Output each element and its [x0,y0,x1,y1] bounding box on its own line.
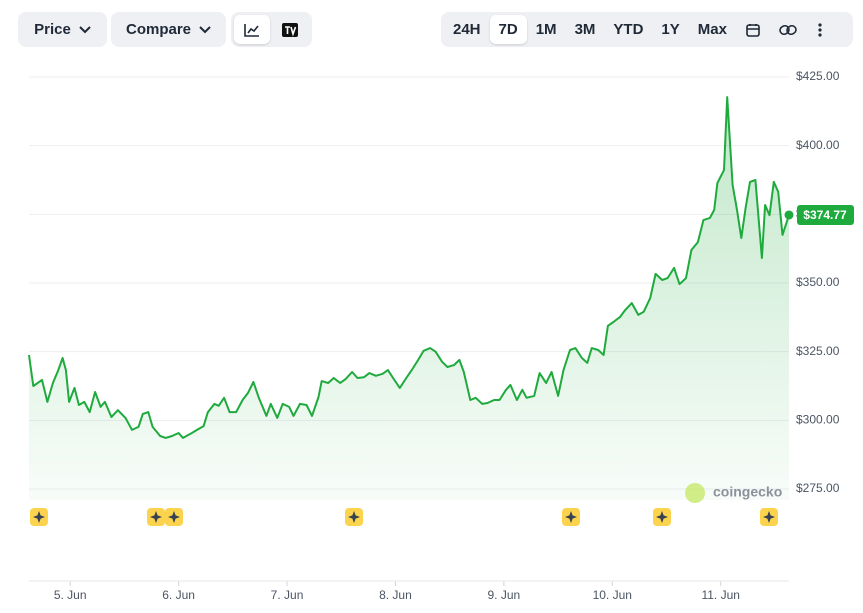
event-marker[interactable] [345,508,363,526]
range-button[interactable]: YTD [613,21,644,38]
range-button[interactable]: 3M [574,21,596,38]
event-marker[interactable] [760,508,778,526]
tradingview-button[interactable] [270,15,309,44]
compare-button-body[interactable]: Compare [114,15,223,44]
link-icon [779,24,797,35]
range-button[interactable]: 24H [453,21,481,38]
more-button[interactable] [806,15,834,44]
event-marker[interactable] [30,508,48,526]
calendar-button[interactable] [736,15,770,44]
chart-style-group [231,12,312,47]
x-tick-label: 5. Jun [54,588,87,602]
plot: $275.00$300.00$325.00$350.00$375.00$400.… [28,69,854,602]
y-tick-label: $400.00 [796,138,840,152]
x-tick-label: 8. Jun [379,588,412,602]
price-button-body[interactable]: Price [21,15,104,44]
price-label-box [797,204,854,225]
price-area [29,97,789,500]
line-icon [244,23,260,37]
calendar-icon [746,23,760,37]
x-tick-label: 7. Jun [271,588,304,602]
range-button[interactable]: 1Y [661,21,680,38]
chevron [199,25,211,33]
event-marker[interactable] [562,508,580,526]
range-button[interactable]: 1M [535,21,557,38]
x-tick-label: 6. Jun [162,588,195,602]
share-button[interactable] [770,15,806,44]
event-marker[interactable] [165,508,183,526]
price-line [28,96,790,439]
x-tick-label: 9. Jun [488,588,521,602]
y-tick-label: $275.00 [796,481,840,495]
x-tick-label: 10. Jun [593,588,632,602]
price-button[interactable]: Price [18,12,107,47]
compare-label[interactable]: Compare [125,21,192,38]
x-tick-label: 11. Jun [701,588,739,602]
range-group: 24H 7D 1M 3M YTD 1Y Max [441,12,853,47]
range-button[interactable]: 7D [489,15,527,44]
price-label[interactable]: Price [34,21,71,38]
event-marker[interactable] [147,508,165,526]
compare-button[interactable]: Compare [111,12,226,47]
chevron [79,25,91,33]
y-tick-label: $300.00 [796,413,840,427]
watermark-logo [685,483,705,503]
line-chart-button[interactable] [234,15,271,44]
last-point [784,210,794,220]
watermark: coingecko [713,484,782,500]
event-markers [30,508,778,526]
event-marker[interactable] [653,508,671,526]
y-tick-label: $350.00 [796,275,840,289]
tv-icon [281,22,298,37]
dots-icon [818,22,822,37]
range-button[interactable]: Max [697,21,727,38]
y-tick-label: $425.00 [796,69,840,83]
y-tick-label: $325.00 [796,344,840,358]
price-label: $374.77 [803,208,847,222]
